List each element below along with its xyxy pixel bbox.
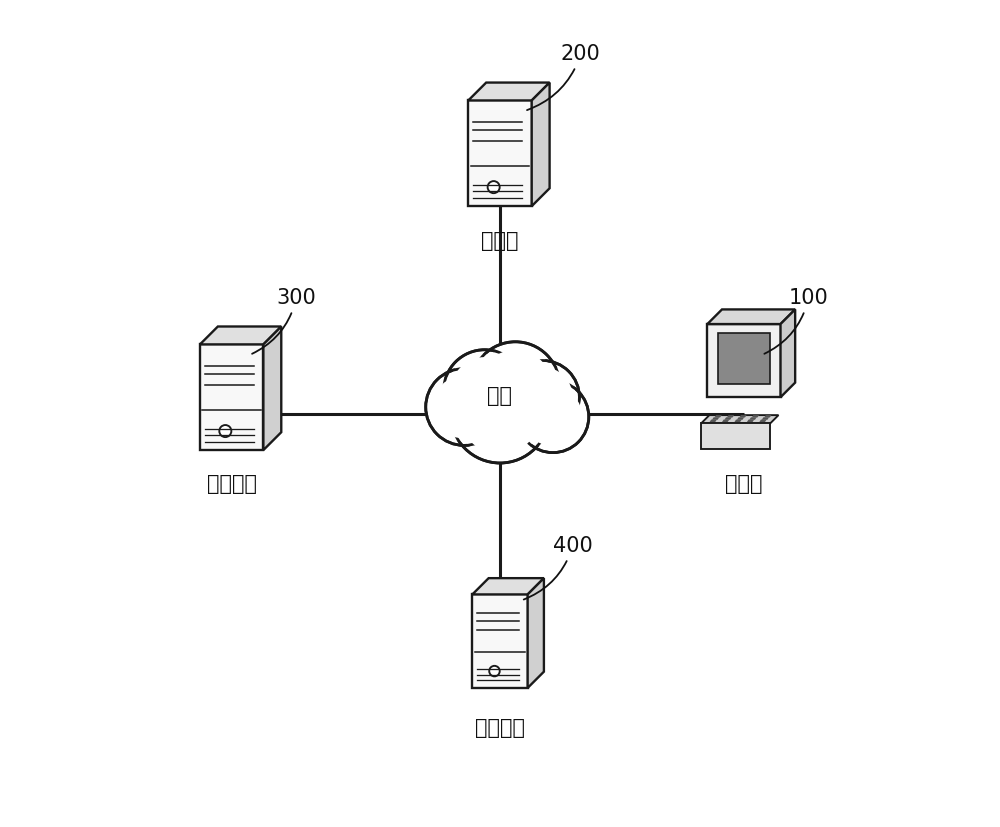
Text: 400: 400 [524, 536, 593, 600]
Circle shape [479, 350, 552, 423]
Polygon shape [764, 415, 771, 418]
Circle shape [489, 666, 500, 676]
Polygon shape [749, 418, 757, 420]
Polygon shape [714, 415, 722, 418]
Circle shape [524, 387, 582, 446]
Circle shape [513, 367, 573, 428]
Text: 目标设备: 目标设备 [207, 475, 257, 495]
Polygon shape [752, 415, 759, 418]
Polygon shape [727, 415, 734, 418]
Polygon shape [722, 419, 729, 422]
Polygon shape [747, 419, 754, 422]
Text: 100: 100 [764, 288, 828, 354]
Circle shape [451, 357, 518, 424]
Circle shape [219, 425, 231, 437]
Polygon shape [707, 309, 795, 324]
Circle shape [448, 354, 522, 428]
Polygon shape [707, 324, 781, 397]
Text: 网络: 网络 [488, 385, 512, 405]
Polygon shape [701, 415, 778, 423]
Polygon shape [472, 595, 528, 688]
Circle shape [488, 181, 500, 194]
Polygon shape [701, 423, 770, 449]
Circle shape [455, 369, 545, 458]
Text: 300: 300 [252, 288, 316, 354]
Polygon shape [472, 578, 544, 595]
Polygon shape [200, 327, 281, 344]
Polygon shape [759, 419, 767, 422]
Circle shape [426, 369, 503, 446]
Polygon shape [263, 327, 281, 450]
Circle shape [475, 347, 555, 426]
Circle shape [506, 361, 579, 434]
Polygon shape [734, 419, 742, 422]
Polygon shape [762, 418, 769, 420]
Polygon shape [724, 418, 732, 420]
Polygon shape [737, 418, 744, 420]
Circle shape [510, 364, 576, 430]
Circle shape [471, 342, 560, 431]
Polygon shape [710, 419, 717, 422]
Text: 压测对象: 压测对象 [475, 719, 525, 739]
Polygon shape [532, 83, 550, 206]
Circle shape [517, 381, 589, 452]
Polygon shape [528, 578, 544, 688]
Text: 客户端: 客户端 [725, 475, 763, 495]
Polygon shape [468, 83, 550, 100]
Circle shape [450, 364, 550, 463]
Circle shape [444, 350, 526, 432]
Polygon shape [200, 344, 263, 450]
Polygon shape [739, 415, 747, 418]
Polygon shape [468, 100, 532, 206]
Text: 服务器: 服务器 [481, 231, 519, 251]
Text: 200: 200 [527, 44, 601, 110]
Polygon shape [781, 309, 795, 397]
Circle shape [433, 375, 496, 438]
Polygon shape [712, 418, 719, 420]
Circle shape [521, 385, 585, 449]
Polygon shape [718, 332, 770, 384]
Circle shape [459, 373, 541, 454]
Circle shape [430, 372, 499, 442]
